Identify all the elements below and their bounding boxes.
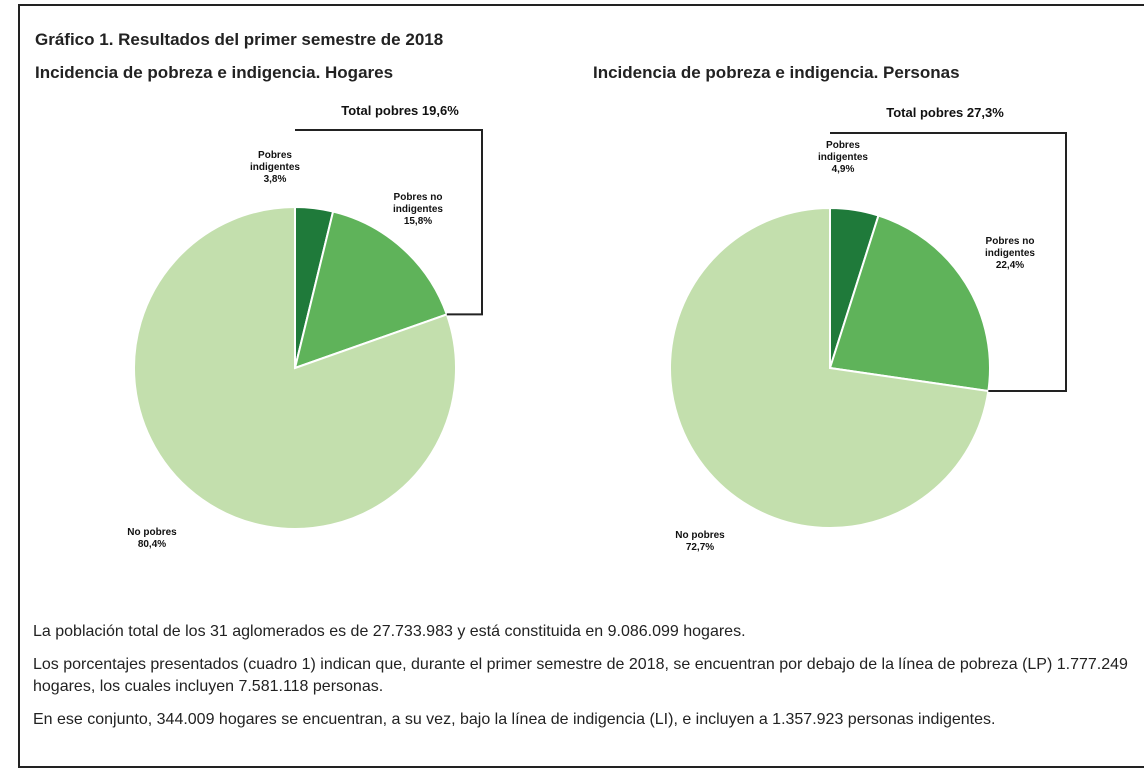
value-label: 80,4% [137, 539, 167, 550]
value-label: 22,4% [995, 260, 1025, 271]
pie-slice [133, 205, 457, 530]
slice-label: No pobres [675, 530, 725, 541]
slice-label: Pobres indigentes [249, 150, 300, 173]
annotation: Total pobres 19,6% [341, 103, 459, 118]
chart-title: Incidencia de pobreza e indigencia. Pers… [593, 63, 960, 82]
value-label: 3,8% [263, 174, 287, 185]
paragraph: En ese conjunto, 344.009 hogares se encu… [33, 711, 996, 728]
chart-title: Incidencia de pobreza e indigencia. Hoga… [35, 63, 394, 82]
annotation: Total pobres 27,3% [886, 105, 1004, 120]
value-label: 4,9% [831, 164, 855, 175]
slice-label: No pobres [127, 527, 177, 538]
slice-label: Pobres no indigentes [392, 192, 443, 215]
frame [18, 4, 1144, 768]
slice-label: Pobres indigentes [817, 140, 868, 163]
value-label: 72,7% [685, 542, 715, 553]
slice-label: Pobres no indigentes [984, 236, 1035, 259]
pie-slice [828, 214, 991, 393]
paragraph: Los porcentajes presentados (cuadro 1) i… [33, 656, 1128, 695]
figure-title: Gráfico 1. Resultados del primer semestr… [35, 30, 444, 49]
bracket [295, 129, 483, 316]
pie-slice [293, 210, 449, 370]
value-label: 15,8% [403, 216, 433, 227]
pie-slice [669, 206, 990, 529]
bracket [830, 132, 1067, 393]
paragraph: La población total de los 31 aglomerados… [33, 623, 746, 640]
